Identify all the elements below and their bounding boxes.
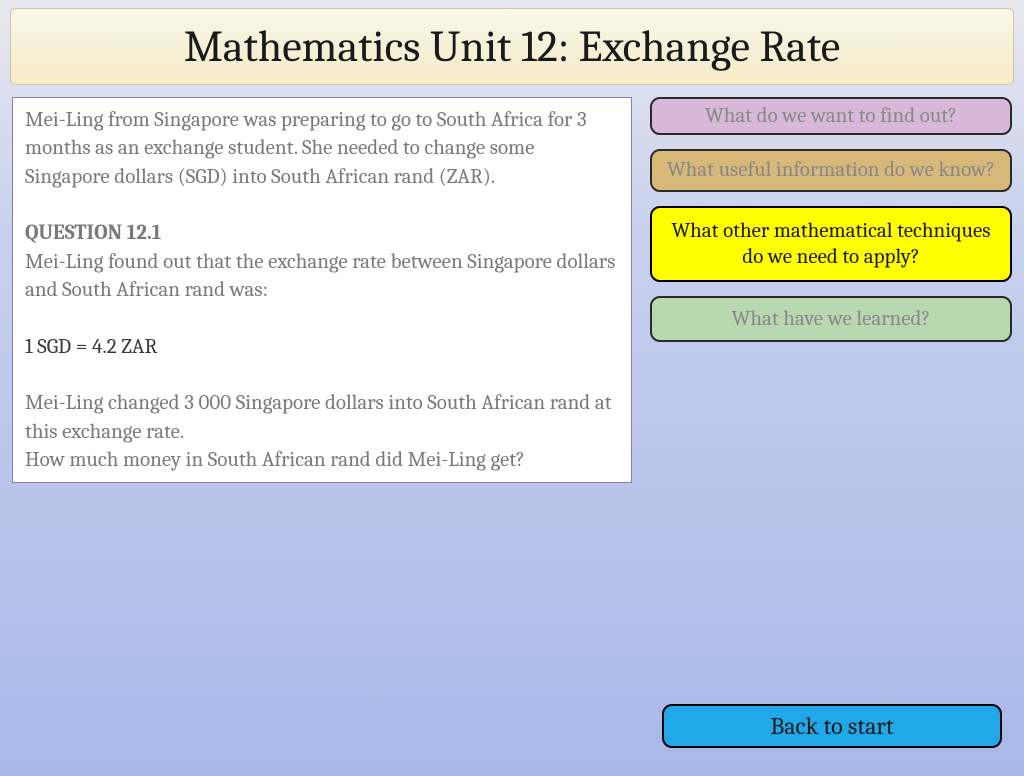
question-line2: Mei-Ling changed 3 000 Singapore dollars… <box>25 391 612 443</box>
question-heading: QUESTION 12.1 <box>25 221 161 245</box>
back-to-start-button[interactable]: Back to start <box>662 704 1002 748</box>
techniques-button[interactable]: What other mathematical techniques do we… <box>650 206 1012 283</box>
find-out-button[interactable]: What do we want to find out? <box>650 97 1012 135</box>
question-intro: Mei-Ling from Singapore was preparing to… <box>25 108 587 189</box>
question-line1: Mei-Ling found out that the exchange rat… <box>25 250 615 302</box>
side-buttons: What do we want to find out? What useful… <box>650 97 1012 483</box>
content-area: Mei-Ling from Singapore was preparing to… <box>0 85 1024 495</box>
title-bar: Mathematics Unit 12: Exchange Rate <box>10 8 1014 85</box>
useful-info-button[interactable]: What useful information do we know? <box>650 149 1012 191</box>
question-box: Mei-Ling from Singapore was preparing to… <box>12 97 632 483</box>
learned-button[interactable]: What have we learned? <box>650 296 1012 342</box>
question-line3: How much money in South African rand did… <box>25 448 525 472</box>
page-title: Mathematics Unit 12: Exchange Rate <box>31 21 993 72</box>
exchange-rate: 1 SGD = 4.2 ZAR <box>25 335 157 359</box>
